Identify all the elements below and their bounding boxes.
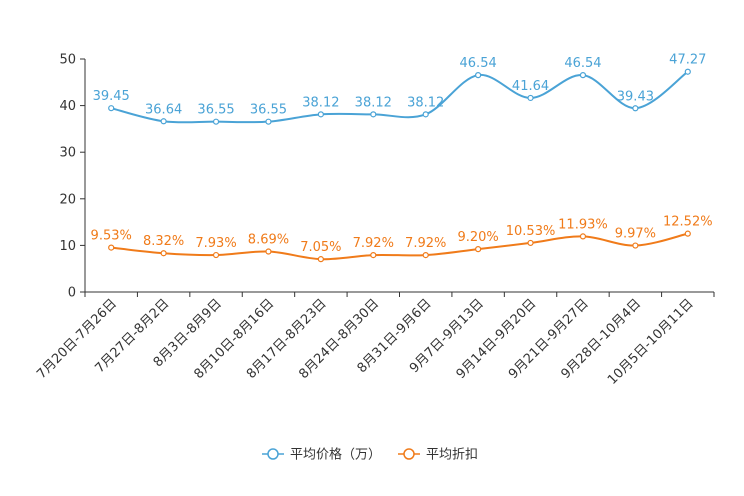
legend: 平均价格（万） 平均折扣 bbox=[262, 447, 478, 463]
data-label: 47.27 bbox=[669, 53, 706, 68]
y-tick-label: 20 bbox=[59, 192, 76, 207]
data-label: 10.53% bbox=[506, 224, 556, 239]
data-point bbox=[475, 246, 482, 253]
data-point bbox=[265, 118, 272, 125]
series-1: 39.45 36.64 36.55 36.55 38.12 38.12 38.12 46.54… bbox=[93, 53, 706, 125]
data-point bbox=[370, 251, 377, 259]
data-label: 7.93% bbox=[195, 236, 236, 251]
data-point bbox=[317, 111, 324, 118]
legend-label: 平均折扣 bbox=[426, 448, 478, 463]
data-label: 41.64 bbox=[512, 79, 549, 94]
data-point bbox=[160, 118, 167, 125]
legend-label: 平均价格（万） bbox=[290, 447, 381, 463]
data-label: 36.55 bbox=[197, 103, 234, 118]
data-label: 9.97% bbox=[615, 227, 656, 242]
data-label: 9.53% bbox=[91, 229, 132, 244]
data-point bbox=[108, 105, 115, 112]
data-label: 38.12 bbox=[302, 95, 339, 110]
y-tick-label: 40 bbox=[59, 99, 76, 114]
data-point bbox=[108, 244, 115, 251]
data-label: 39.45 bbox=[93, 89, 130, 104]
y-tick-label: 30 bbox=[59, 146, 76, 161]
series-line bbox=[111, 232, 689, 261]
data-point bbox=[475, 72, 482, 79]
data-point bbox=[370, 111, 377, 118]
data-point bbox=[422, 111, 429, 118]
data-label: 46.54 bbox=[460, 56, 497, 71]
data-point bbox=[684, 68, 691, 75]
data-point bbox=[527, 94, 534, 102]
data-point bbox=[579, 233, 587, 240]
data-label: 11.93% bbox=[558, 217, 608, 232]
data-point bbox=[632, 105, 639, 112]
data-label: 46.54 bbox=[564, 56, 601, 71]
data-label: 36.64 bbox=[145, 102, 182, 117]
data-label: 38.12 bbox=[355, 95, 392, 110]
data-label: 7.92% bbox=[353, 236, 394, 251]
y-tick-label: 10 bbox=[59, 239, 76, 254]
data-point bbox=[212, 251, 220, 259]
series-layer: 39.45 36.64 36.55 36.55 38.12 38.12 38.12 46.54… bbox=[91, 53, 713, 263]
legend-marker-icon bbox=[267, 448, 279, 460]
data-label: 8.32% bbox=[143, 234, 184, 249]
legend-marker-icon bbox=[403, 448, 415, 460]
data-label: 36.55 bbox=[250, 103, 287, 118]
data-label: 8.69% bbox=[248, 233, 289, 248]
data-label: 12.52% bbox=[663, 215, 713, 230]
data-point bbox=[212, 118, 220, 125]
data-point bbox=[422, 251, 429, 259]
data-label: 39.43 bbox=[617, 89, 654, 104]
series-2: 9.53% 8.32% 7.93% 8.69% 7.05% 7.92% 7.92% 9.20%… bbox=[91, 215, 713, 263]
data-label: 38.12 bbox=[407, 95, 444, 110]
data-label: 7.92% bbox=[405, 236, 446, 251]
data-label: 9.20% bbox=[457, 230, 498, 245]
data-point bbox=[527, 239, 534, 247]
data-point bbox=[317, 256, 324, 263]
data-point bbox=[160, 250, 167, 257]
legend-item-1: 平均价格（万） bbox=[262, 447, 381, 463]
y-tick-label: 50 bbox=[59, 53, 76, 68]
y-tick-label: 0 bbox=[68, 286, 76, 301]
data-point bbox=[265, 248, 272, 255]
data-point bbox=[684, 230, 691, 237]
data-point bbox=[632, 242, 639, 249]
legend-item-2: 平均折扣 bbox=[398, 448, 478, 463]
data-point bbox=[579, 72, 587, 79]
data-label: 7.05% bbox=[300, 240, 341, 255]
